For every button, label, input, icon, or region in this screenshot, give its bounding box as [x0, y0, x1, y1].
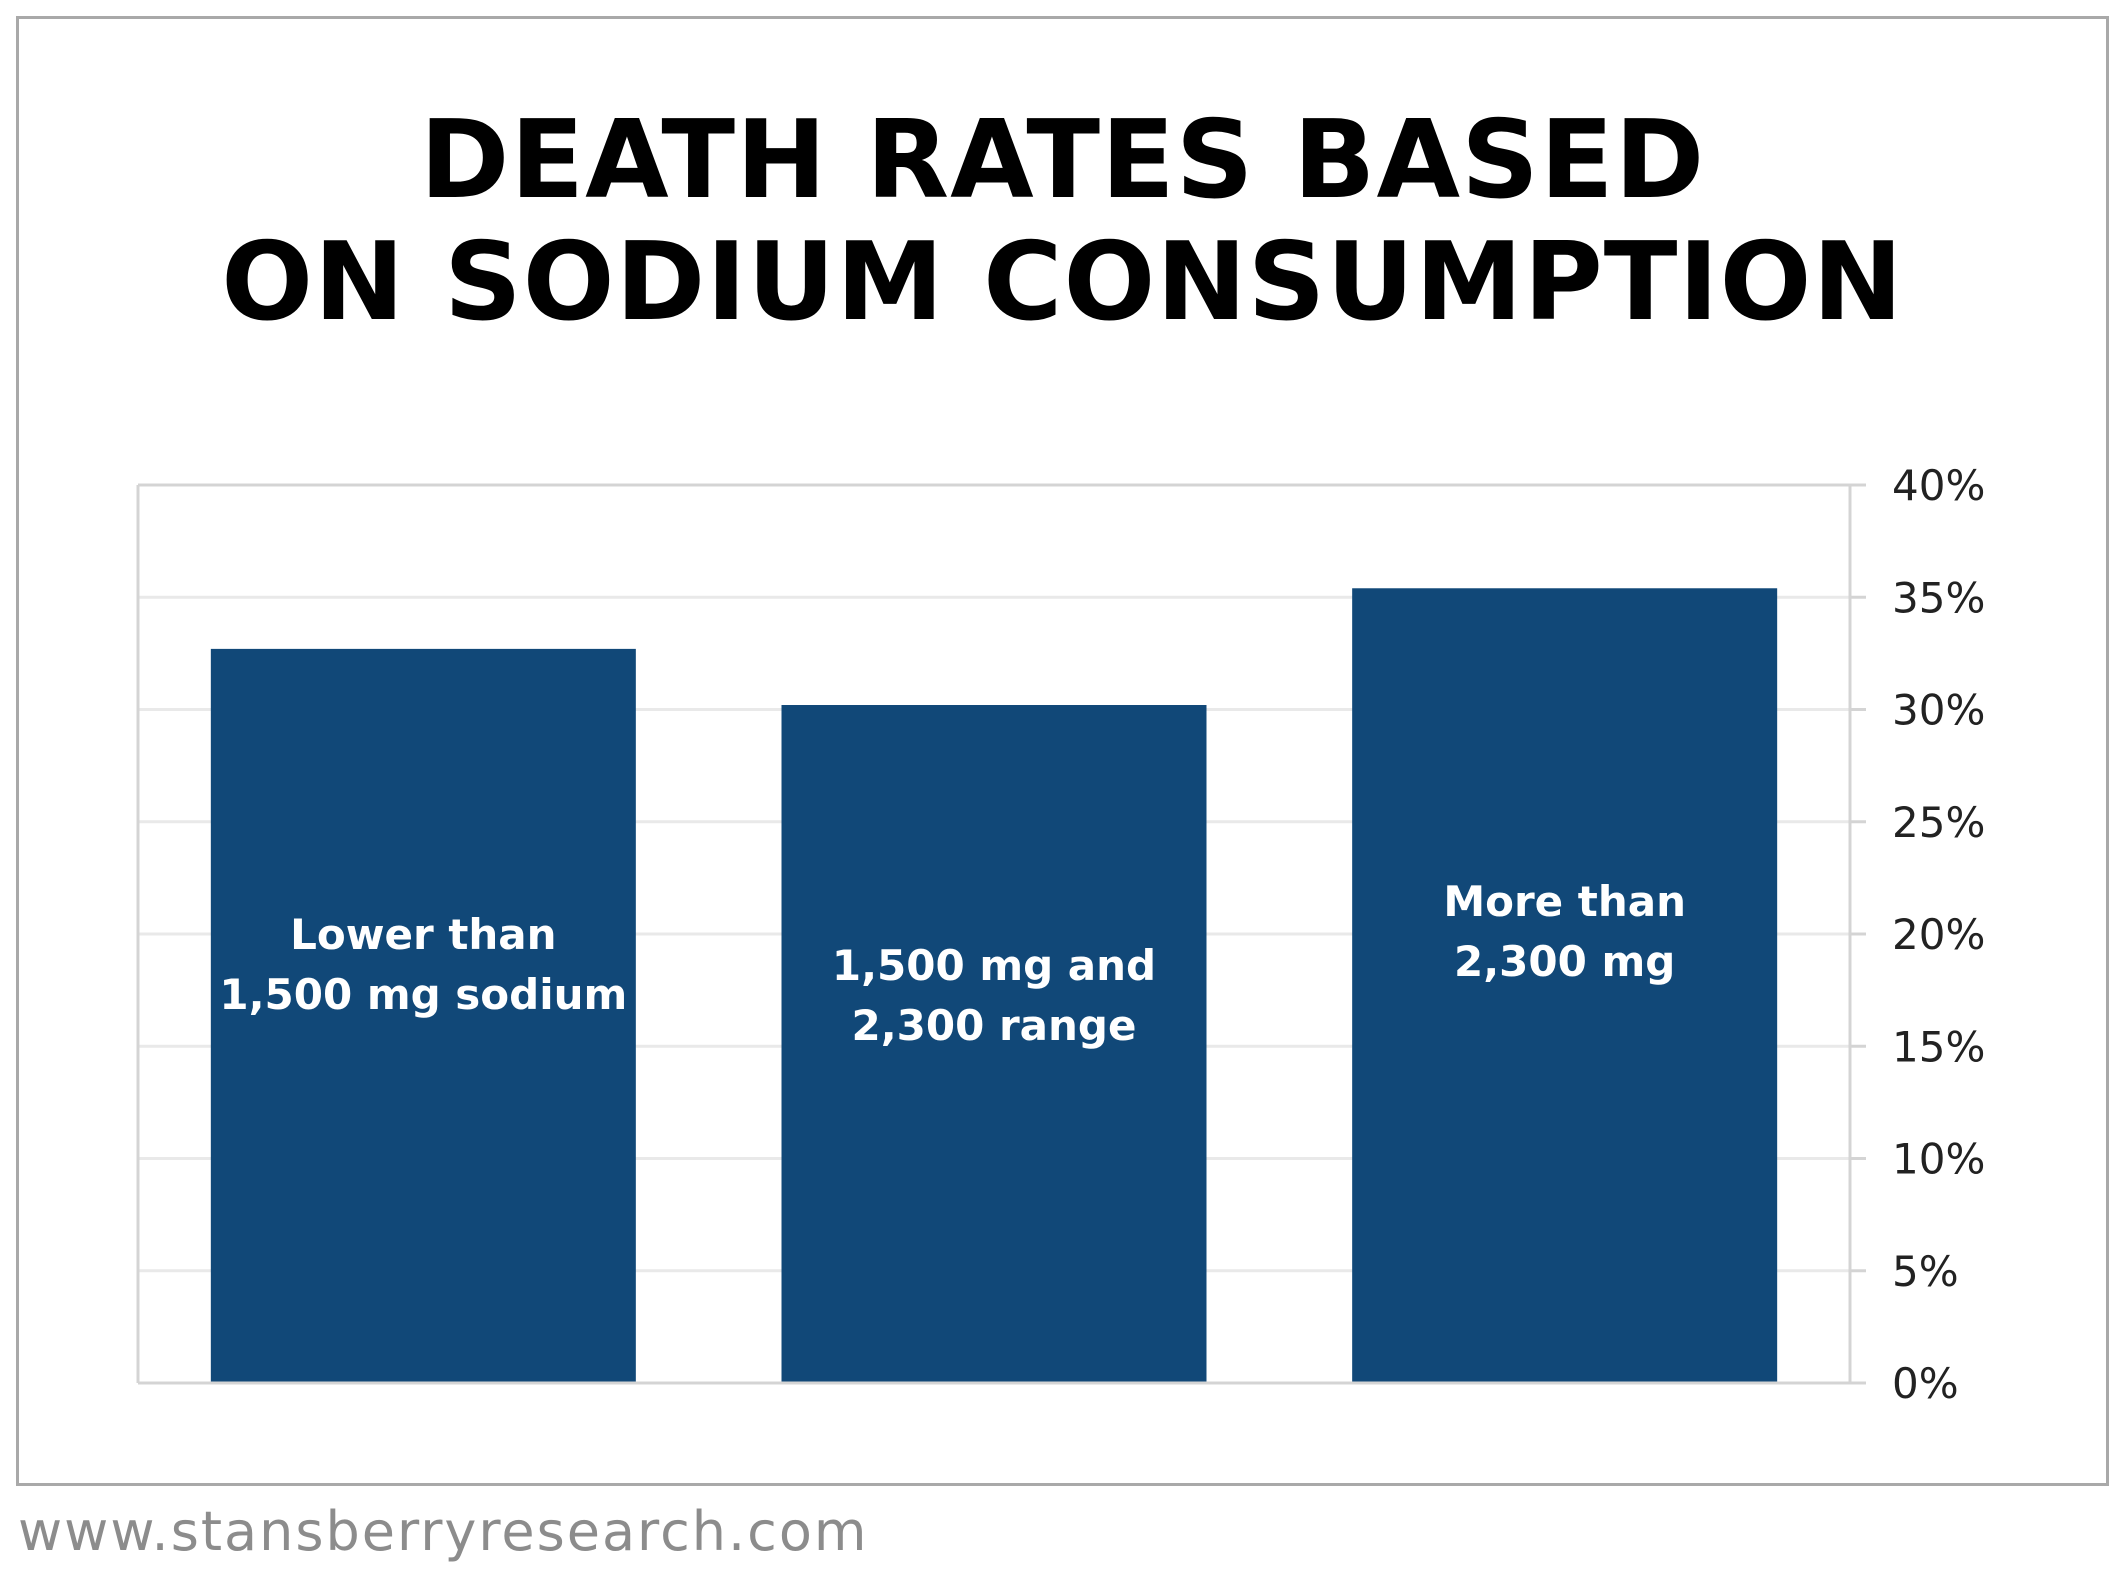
bar-category-label: Lower than 1,500 mg sodium — [219, 910, 627, 1019]
bars — [210, 588, 1778, 1383]
y-tick-label: 35% — [1892, 573, 1985, 622]
bar-category-label-line: More than — [1443, 877, 1686, 926]
bar-category-label-line: Lower than — [290, 910, 556, 959]
axes — [136, 483, 1866, 1385]
y-tick-label: 40% — [1892, 461, 1985, 510]
bar-category-label-line: 2,300 range — [852, 1001, 1137, 1050]
y-tick-label: 15% — [1892, 1022, 1985, 1071]
y-axis-ticks: 0% 5% 10% 15% 20% 25% 30% 35% 40% — [1892, 461, 1985, 1408]
y-tick-label: 5% — [1892, 1247, 1959, 1296]
bar-category-label: 1,500 mg and 2,300 range — [832, 941, 1156, 1050]
source-url: www.stansberryresearch.com — [18, 1500, 869, 1563]
chart-title-line-2: ON SODIUM CONSUMPTION — [221, 220, 1904, 345]
chart-title: DEATH RATES BASED ON SODIUM CONSUMPTION — [0, 100, 2125, 344]
bar-category-label: More than 2,300 mg — [1443, 877, 1686, 986]
bar-labels: Lower than 1,500 mg sodium 1,500 mg and 2,3… — [219, 877, 1686, 1050]
bar — [210, 648, 636, 1383]
bar — [1352, 588, 1778, 1383]
y-tick-label: 20% — [1892, 910, 1985, 959]
y-tick-label: 10% — [1892, 1135, 1985, 1184]
y-tick-label: 30% — [1892, 686, 1985, 735]
chart-title-line-1: DEATH RATES BASED — [419, 98, 1706, 223]
bar-category-label-line: 1,500 mg and — [832, 941, 1156, 990]
bar-category-label-line: 2,300 mg — [1454, 937, 1675, 986]
y-tick-label: 25% — [1892, 798, 1985, 847]
bar — [781, 705, 1207, 1383]
bar-category-label-line: 1,500 mg sodium — [219, 970, 627, 1019]
y-tick-label: 0% — [1892, 1359, 1959, 1408]
